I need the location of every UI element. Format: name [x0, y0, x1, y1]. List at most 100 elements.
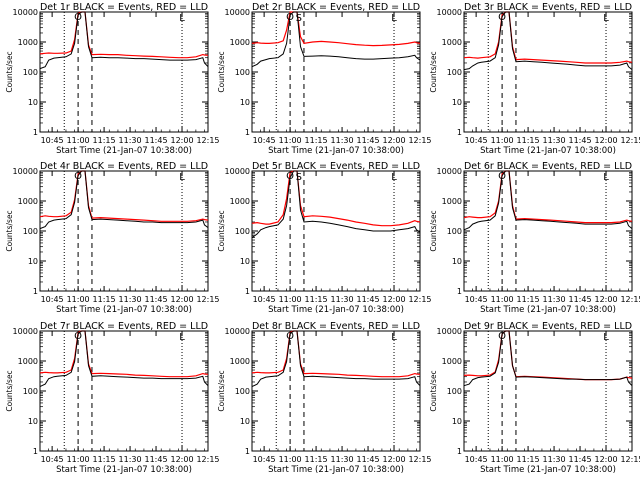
series-events-black: [39, 11, 209, 70]
y-tick-label: 10: [452, 257, 462, 266]
series-events-black: [251, 330, 421, 388]
panel-det-6: Det 6r BLACK = Events, RED = LLD 1 10 100 10…: [429, 161, 640, 315]
y-tick-label: 1: [245, 447, 250, 456]
x-tick-label: 10:45: [253, 295, 276, 304]
panel-det-7: Det 7r BLACK = Events, RED = LLD 1 10 100 10…: [5, 321, 220, 475]
y-tick-label: 1000: [230, 357, 250, 366]
y-tick-label: 10000: [225, 167, 250, 176]
y-tick-label: 1000: [230, 38, 250, 47]
x-tick-label: 12:15: [196, 136, 219, 145]
marker-l: L: [391, 13, 397, 24]
y-tick-label: 100: [23, 68, 38, 77]
y-tick-label: 10: [452, 417, 462, 426]
x-tick-label: 11:30: [331, 295, 354, 304]
plot-frame: [463, 170, 633, 292]
y-tick-label: 100: [447, 387, 462, 396]
x-tick-label: 11:00: [67, 455, 90, 464]
y-tick-label: 10000: [13, 167, 38, 176]
x-tick-label: 12:00: [170, 455, 193, 464]
x-tick-label: 11:15: [305, 136, 328, 145]
x-tick-label: 11:00: [67, 136, 90, 145]
plot-frame: [463, 11, 633, 133]
marker-l: L: [391, 172, 397, 183]
y-tick-label: 1000: [442, 38, 462, 47]
x-tick-label: 10:45: [253, 455, 276, 464]
x-axis-label: Start Time (21-Jan-07 10:38:00): [56, 305, 192, 315]
x-tick-label: 11:45: [145, 295, 168, 304]
marker-l: L: [603, 172, 609, 183]
y-axis-label: Counts/sec: [429, 210, 438, 251]
y-tick-label: 10: [28, 257, 38, 266]
plot-frame: [39, 330, 209, 452]
x-axis-label: Start Time (21-Jan-07 10:38:00): [268, 146, 404, 156]
y-tick-label: 1: [245, 287, 250, 296]
x-tick-label: 11:15: [93, 455, 116, 464]
x-tick-label: 10:45: [41, 295, 64, 304]
marker-l: L: [391, 332, 397, 343]
x-tick-label: 12:00: [382, 136, 405, 145]
x-axis-label: Start Time (21-Jan-07 10:38:00): [268, 305, 404, 315]
y-tick-label: 10: [240, 257, 250, 266]
y-tick-label: 1: [457, 447, 462, 456]
x-tick-label: 11:30: [543, 455, 566, 464]
series-events-black: [463, 330, 633, 387]
plot-frame: [251, 330, 421, 452]
panel-title: Det 3r BLACK = Events, RED = LLD: [464, 2, 632, 13]
x-tick-label: 11:00: [491, 136, 514, 145]
y-axis-label: Counts/sec: [217, 370, 226, 411]
x-tick-label: 11:15: [517, 455, 540, 464]
x-tick-label: 10:45: [41, 136, 64, 145]
marker-o: O: [74, 331, 82, 342]
marker-l: L: [179, 332, 185, 343]
x-tick-label: 12:15: [408, 455, 431, 464]
x-tick-label: 11:00: [279, 295, 302, 304]
panel-title: Det 8r BLACK = Events, RED = LLD: [252, 321, 420, 332]
y-axis-label: Counts/sec: [5, 51, 14, 92]
series-lld-red: [463, 11, 633, 64]
y-tick-label: 1000: [230, 197, 250, 206]
y-tick-label: 100: [23, 227, 38, 236]
y-tick-label: 10: [240, 417, 250, 426]
x-tick-label: 12:15: [408, 136, 431, 145]
panel-det-8: Det 8r BLACK = Events, RED = LLD 1 10 100 10…: [217, 321, 432, 475]
panel-title: Det 2r BLACK = Events, RED = LLD: [252, 2, 420, 13]
y-tick-label: 10: [28, 98, 38, 107]
series-events-black: [39, 330, 209, 388]
marker-l: L: [179, 13, 185, 24]
panel-title: Det 5r BLACK = Events, RED = LLD: [252, 161, 420, 172]
marker-l: L: [603, 332, 609, 343]
panel-title: Det 1r BLACK = Events, RED = LLD: [40, 2, 208, 13]
x-tick-label: 11:15: [517, 295, 540, 304]
x-tick-label: 11:00: [491, 295, 514, 304]
x-tick-label: 11:30: [543, 136, 566, 145]
x-tick-label: 11:15: [93, 295, 116, 304]
y-tick-label: 10: [240, 98, 250, 107]
y-tick-label: 1: [457, 128, 462, 137]
x-tick-label: 12:15: [196, 295, 219, 304]
x-tick-label: 11:45: [145, 136, 168, 145]
y-axis-label: Counts/sec: [217, 210, 226, 251]
x-tick-label: 10:45: [465, 136, 488, 145]
panel-det-5: Det 5r BLACK = Events, RED = LLD 1 10 100 10…: [217, 161, 432, 315]
x-tick-label: 11:00: [491, 455, 514, 464]
y-tick-label: 10000: [225, 8, 250, 17]
series-events-black: [39, 170, 209, 230]
y-tick-label: 1000: [18, 38, 38, 47]
y-axis-label: Counts/sec: [217, 51, 226, 92]
y-tick-label: 100: [235, 68, 250, 77]
x-tick-label: 10:45: [465, 455, 488, 464]
marker-o: O: [498, 12, 506, 23]
panel-det-1: Det 1r BLACK = Events, RED = LLD 1 10 100 10…: [5, 2, 220, 156]
x-tick-label: 11:45: [569, 136, 592, 145]
y-axis-label: Counts/sec: [429, 51, 438, 92]
plot-frame: [39, 170, 209, 292]
x-tick-label: 11:30: [119, 295, 142, 304]
panel-title: Det 4r BLACK = Events, RED = LLD: [40, 161, 208, 172]
x-tick-label: 12:00: [382, 295, 405, 304]
panel-det-4: Det 4r BLACK = Events, RED = LLD 1 10 100 10…: [5, 161, 220, 315]
x-tick-label: 11:30: [119, 136, 142, 145]
x-tick-label: 11:45: [357, 455, 380, 464]
plot-frame: [463, 330, 633, 452]
y-tick-label: 1: [33, 287, 38, 296]
